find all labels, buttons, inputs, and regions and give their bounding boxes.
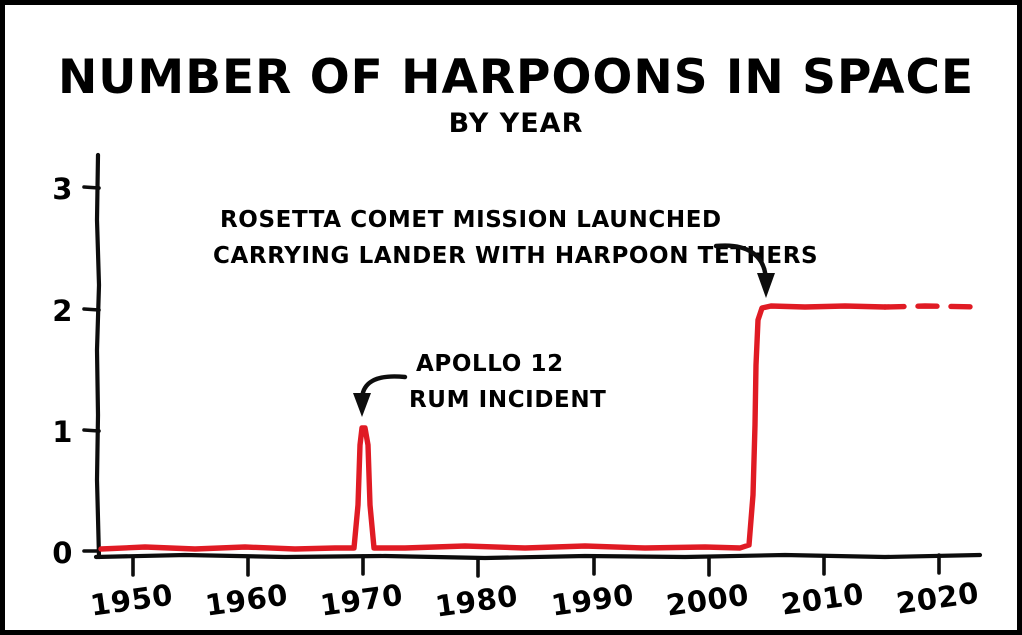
annotation-rosetta-arrow-head — [757, 273, 775, 298]
data-line-projected — [882, 303, 985, 310]
y-tick-label-1: 1 — [52, 415, 73, 449]
annotation-apollo: APOLLO 12 RUM INCIDENT — [353, 351, 606, 417]
x-tick-label-1980: 1980 — [433, 578, 520, 623]
annotation-apollo-line2: RUM INCIDENT — [409, 387, 606, 413]
x-axis-tick-labels: 1950 1960 1970 1980 1990 2000 2010 2020 — [88, 575, 981, 623]
data-line-observed — [98, 303, 888, 552]
y-axis-tick-labels: 3 2 1 0 — [52, 172, 73, 570]
y-tick-label-3: 3 — [52, 172, 73, 206]
x-axis-ticks — [131, 553, 941, 578]
x-axis-line — [93, 552, 983, 561]
chart-subtitle: BY YEAR — [449, 108, 584, 139]
annotation-rosetta-line1: ROSETTA COMET MISSION LAUNCHED — [220, 207, 722, 233]
annotation-apollo-arrow-head — [353, 393, 371, 417]
chart-title: NUMBER OF HARPOONS IN SPACE — [58, 50, 974, 105]
y-axis-line — [94, 152, 102, 560]
y-tick-2 — [82, 307, 101, 312]
y-tick-label-2: 2 — [52, 294, 73, 328]
x-tick-label-1990: 1990 — [549, 577, 636, 622]
x-tick-label-1960: 1960 — [203, 577, 290, 622]
x-tick-label-1970: 1970 — [318, 577, 405, 622]
x-tick-label-2000: 2000 — [664, 577, 751, 622]
x-tick-label-2010: 2010 — [779, 576, 866, 621]
x-tick-label-2020: 2020 — [894, 575, 981, 620]
y-tick-3 — [82, 185, 101, 190]
y-axis-ticks — [82, 185, 101, 553]
harpoons-in-space-chart: NUMBER OF HARPOONS IN SPACE BY YEAR 3 2 … — [52, 50, 985, 624]
x-tick-label-1950: 1950 — [88, 577, 175, 622]
y-tick-label-0: 0 — [52, 536, 73, 570]
annotation-apollo-line1: APOLLO 12 — [416, 351, 564, 377]
y-tick-1 — [82, 428, 101, 433]
annotation-rosetta: ROSETTA COMET MISSION LAUNCHED CARRYING … — [213, 207, 818, 298]
